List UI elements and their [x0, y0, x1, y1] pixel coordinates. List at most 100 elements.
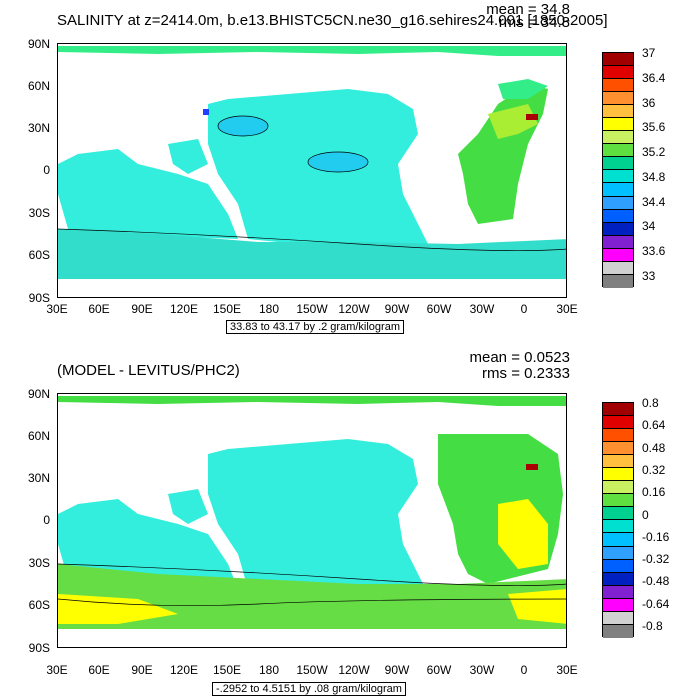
colorbar-swatch: [603, 196, 633, 210]
colorbar-swatch: [603, 416, 633, 430]
mean-label: mean = 34.8: [486, 1, 570, 18]
colorbar-swatch: [603, 222, 633, 236]
x-tick: 120E: [169, 302, 199, 316]
difference-map: [57, 393, 567, 648]
colorbar-label: 35.2: [642, 145, 666, 160]
equatorial-pacific-low: [307, 151, 369, 173]
colorbar-swatch: [603, 53, 633, 67]
pacific-ocean: [208, 439, 428, 594]
colorbar-label: 34.4: [642, 194, 666, 209]
colorbar-swatch: [603, 468, 633, 482]
colorbar: [602, 402, 634, 638]
colorbar-label: 0: [642, 507, 649, 522]
maritime-continent: [168, 489, 208, 524]
contour-line: [58, 228, 566, 252]
y-tick: 30S: [28, 206, 50, 220]
x-tick: 60W: [426, 663, 452, 677]
x-tick: 30E: [556, 302, 578, 316]
x-tick: 60E: [88, 663, 110, 677]
x-tick: 0: [520, 663, 528, 677]
colorbar-label: 36: [642, 95, 656, 110]
x-tick: 30W: [469, 302, 495, 316]
colorbar-swatch: [603, 585, 633, 599]
colorbar-swatch: [603, 611, 633, 625]
colorbar-label: 0.8: [642, 396, 659, 410]
southern-ocean: [58, 564, 566, 629]
panel-title: (MODEL - LEVITUS/PHC2): [57, 362, 240, 379]
colorbar-label: 37: [642, 46, 656, 60]
y-tick: 60N: [27, 429, 50, 443]
colorbar-label: 33: [642, 269, 656, 283]
colorbar-label: -0.48: [642, 574, 670, 589]
x-tick: 30E: [46, 663, 68, 677]
x-tick: 60W: [426, 302, 452, 316]
colorbar-swatch: [603, 559, 633, 573]
colorbar-swatch: [603, 66, 633, 80]
contour-line: [58, 598, 566, 607]
colorbar-label: 0.16: [642, 485, 666, 500]
colorbar-swatch: [603, 144, 633, 158]
colorbar-swatch: [603, 105, 633, 119]
colorbar-label: 33.6: [642, 244, 666, 259]
contour-line: [58, 563, 566, 587]
x-tick: 120W: [338, 663, 370, 677]
difference-panel: (MODEL - LEVITUS/PHC2) mean = 0.0523 rms…: [0, 350, 700, 700]
colorbar-swatch: [603, 170, 633, 184]
colorbar-swatch: [603, 403, 633, 417]
southern-ocean: [58, 229, 566, 279]
x-tick: 90E: [131, 302, 153, 316]
x-tick: 30E: [46, 302, 68, 316]
salinity-map-graphic: [58, 46, 566, 279]
salinity-map: [57, 43, 567, 298]
colorbar-swatch: [603, 442, 633, 456]
range-label: 33.83 to 43.17 by .2 gram/kilogram: [226, 320, 404, 334]
y-tick: 60S: [28, 598, 50, 612]
y-tick: 30N: [27, 121, 50, 135]
colorbar-swatch: [603, 261, 633, 275]
indian-ocean: [58, 499, 238, 589]
colorbar-swatch: [603, 507, 633, 521]
x-tick: 180: [258, 663, 280, 677]
y-tick: 60S: [28, 248, 50, 262]
colorbar-swatch: [603, 481, 633, 495]
x-tick: 120W: [338, 302, 370, 316]
y-tick: 90N: [27, 37, 50, 51]
indian-ocean: [58, 149, 238, 239]
rms-label: rms = 0.2333: [482, 365, 570, 382]
x-tick: 30W: [469, 663, 495, 677]
x-tick: 180: [258, 302, 280, 316]
x-tick: 150E: [212, 663, 242, 677]
x-tick: 90W: [384, 663, 410, 677]
x-tick: 150W: [296, 302, 328, 316]
north-atlantic-warm: [488, 104, 538, 139]
colorbar-swatch: [603, 533, 633, 547]
colorbar-swatch: [603, 131, 633, 145]
colorbar-swatch: [603, 274, 633, 288]
y-tick: 30N: [27, 471, 50, 485]
atlantic-ocean: [458, 84, 548, 224]
colorbar-swatch: [603, 598, 633, 612]
north-pacific-low: [217, 115, 269, 137]
x-tick: 90W: [384, 302, 410, 316]
y-tick: 60N: [27, 79, 50, 93]
rms-label: rms = 34.8: [498, 14, 570, 31]
panel-title: SALINITY at z=2414.0m, b.e13.BHISTC5CN.n…: [57, 12, 608, 29]
salinity-panel: SALINITY at z=2414.0m, b.e13.BHISTC5CN.n…: [27, 1, 666, 334]
difference-map-graphic: [58, 396, 566, 629]
colorbar-swatch: [603, 92, 633, 106]
colorbar-swatch: [603, 546, 633, 560]
maritime-continent: [168, 139, 208, 174]
y-tick: 0: [43, 513, 50, 527]
south-atlantic-positive: [498, 499, 548, 569]
colorbar-label: -0.16: [642, 529, 670, 544]
y-tick: 30S: [28, 556, 50, 570]
colorbar-swatch: [603, 157, 633, 171]
colorbar-label: 36.4: [642, 70, 666, 85]
colorbar-swatch: [603, 455, 633, 469]
okhotsk-patch: [203, 109, 209, 115]
colorbar-swatch: [603, 209, 633, 223]
atlantic-sw: [498, 79, 548, 99]
colorbar-swatch: [603, 235, 633, 249]
x-tick: 150E: [212, 302, 242, 316]
y-tick: 90S: [28, 291, 50, 305]
